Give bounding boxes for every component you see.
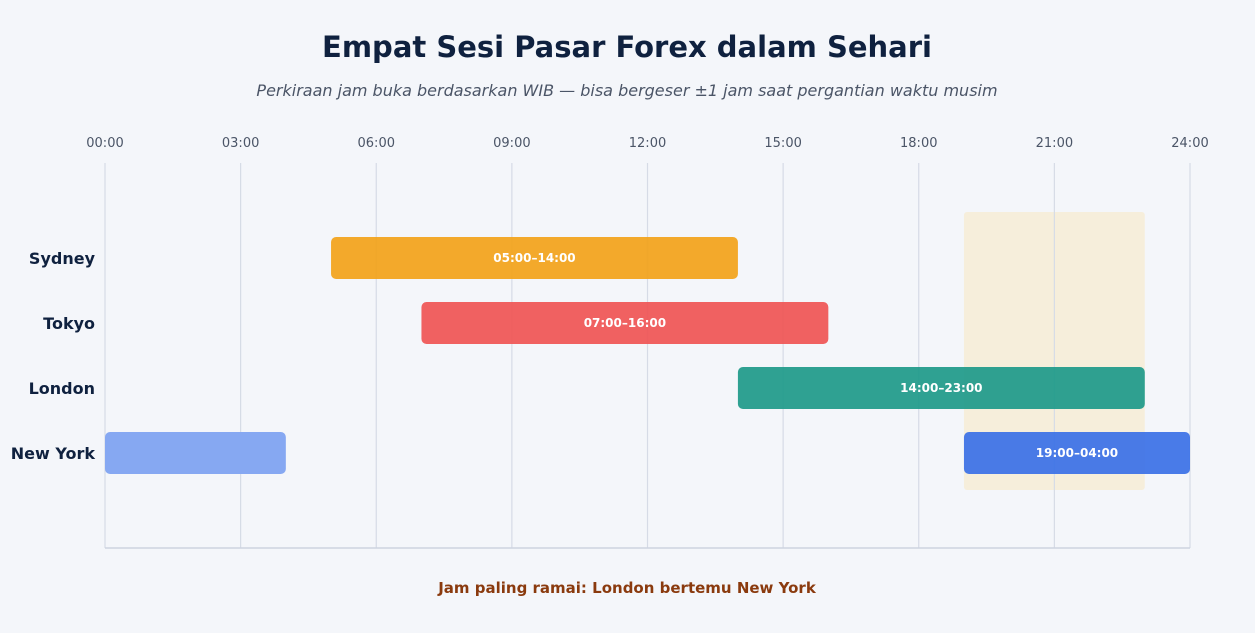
x-tick-label: 06:00	[358, 136, 395, 151]
category-label: Tokyo	[43, 314, 95, 333]
category-label: London	[29, 379, 95, 398]
session-bar	[331, 237, 738, 279]
x-tick-label: 12:00	[629, 136, 666, 151]
x-tick-label: 00:00	[86, 136, 123, 151]
highlight-note: Jam paling ramai: London bertemu New Yor…	[437, 579, 817, 597]
session-bar	[963, 432, 1190, 474]
x-tick-label: 21:00	[1036, 136, 1073, 151]
chart-subtitle: Perkiraan jam buka berdasarkan WIB — bis…	[256, 81, 997, 100]
x-tick-label: 09:00	[493, 136, 530, 151]
session-bar	[737, 367, 1145, 409]
session-bar-label: 14:00–23:00	[900, 381, 982, 395]
plot-area: 00:00 03:00 06:00 09:00 12:00 15:00 18:00 21:00…	[11, 136, 1209, 549]
x-tick-label: 18:00	[900, 136, 937, 151]
x-tick-label: 24:00	[1171, 136, 1208, 151]
session-bar-wrap	[105, 432, 286, 474]
x-tick-label: 15:00	[764, 136, 801, 151]
session-bar-label: 05:00–14:00	[493, 251, 575, 265]
category-label: New York	[11, 444, 96, 463]
session-bar-label: 19:00–04:00	[1036, 446, 1118, 460]
x-tick-label: 03:00	[222, 136, 259, 151]
category-label: Sydney	[29, 249, 96, 268]
session-bar-label: 07:00–16:00	[584, 316, 666, 330]
chart-title: Empat Sesi Pasar Forex dalam Sehari	[322, 30, 932, 64]
session-bar	[421, 302, 829, 344]
